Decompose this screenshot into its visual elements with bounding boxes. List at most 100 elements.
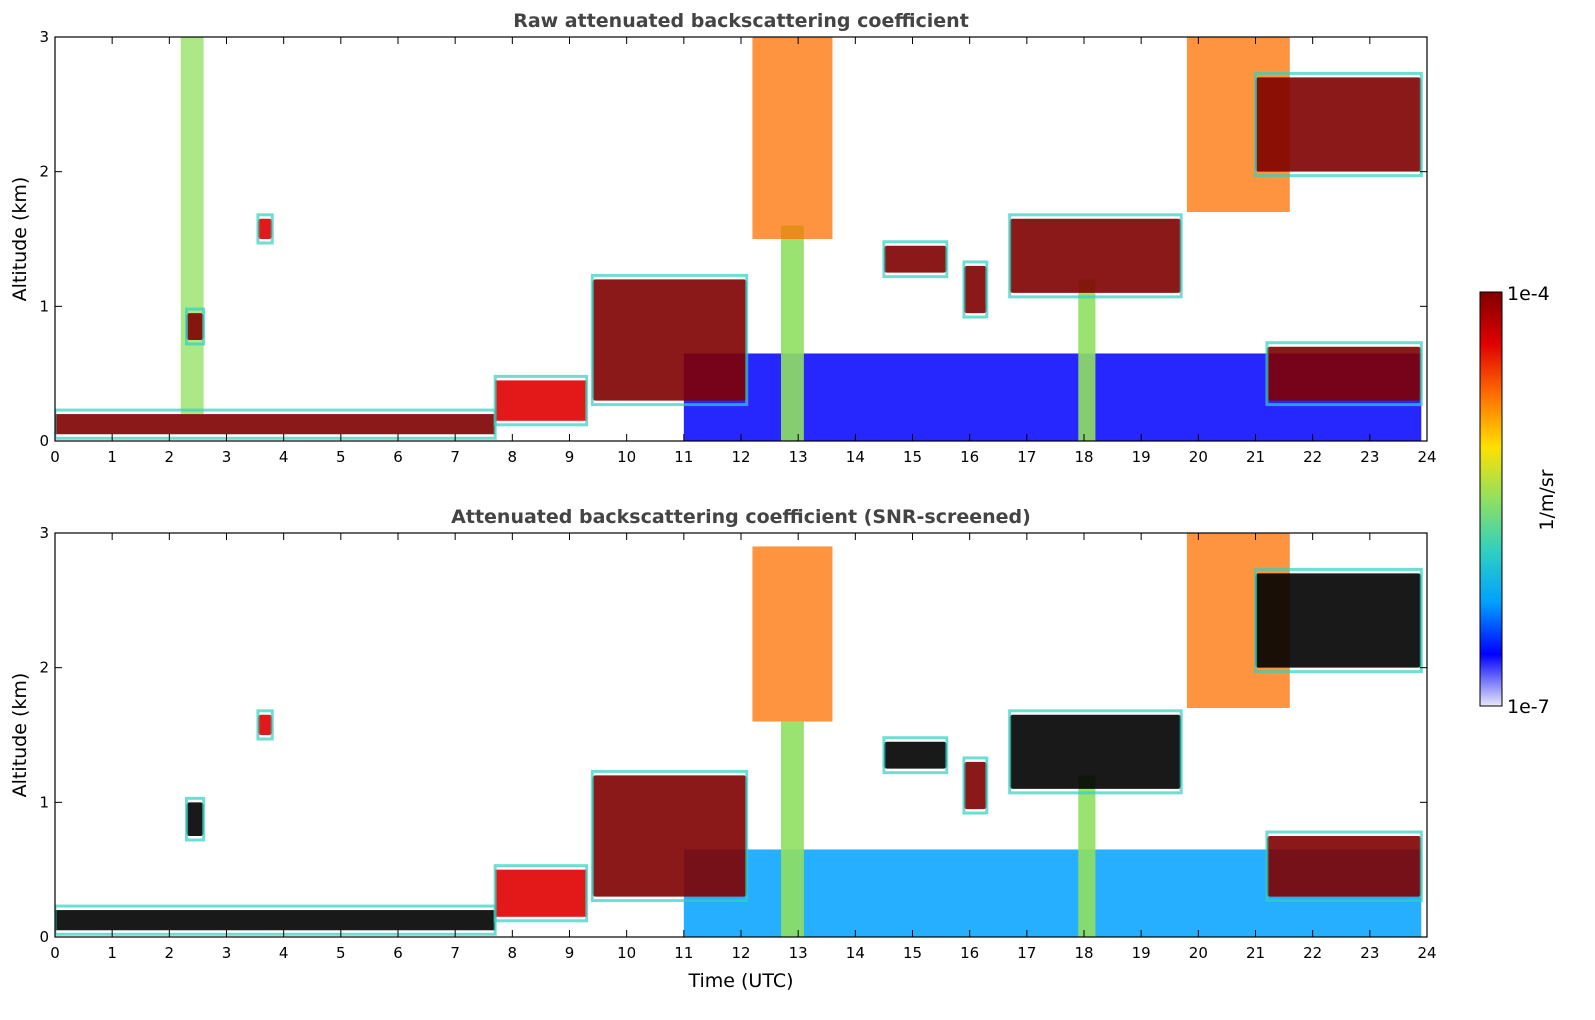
raw-xtick-label: 19 xyxy=(1132,448,1151,466)
raw-feature-cloud xyxy=(1255,77,1422,172)
raw-xtick-label: 23 xyxy=(1360,448,1379,466)
raw-xtick-label: 21 xyxy=(1246,448,1265,466)
screened-feature-cloud xyxy=(592,775,747,897)
screened-xtick-label: 3 xyxy=(222,944,232,962)
raw-feature-cloud xyxy=(592,279,747,401)
screened-xtick-label: 16 xyxy=(960,944,979,962)
raw-ytick-label: 3 xyxy=(39,28,49,46)
screened-feature-edge xyxy=(590,769,749,903)
screened-xtick-label: 18 xyxy=(1074,944,1093,962)
screened-feature-edge xyxy=(1008,709,1183,795)
raw-xtick-label: 3 xyxy=(222,448,232,466)
raw-xtick-label: 20 xyxy=(1189,448,1208,466)
screened-xtick-label: 8 xyxy=(508,944,518,962)
colorbar-min-label: 1e-7 xyxy=(1507,696,1550,718)
raw-xtick-label: 8 xyxy=(508,448,518,466)
raw-feature-boundary-layer xyxy=(495,380,587,421)
panel-screened-heatmap xyxy=(55,533,1423,937)
raw-feature-cloud xyxy=(1009,218,1182,293)
screened-xtick-label: 11 xyxy=(674,944,693,962)
screened-xtick-label: 0 xyxy=(50,944,60,962)
raw-feature-edge xyxy=(1008,213,1183,299)
screened-xtick-label: 14 xyxy=(846,944,865,962)
raw-xtick-label: 10 xyxy=(617,448,636,466)
raw-feature-boundary-layer xyxy=(55,414,496,435)
screened-xtick-label: 4 xyxy=(279,944,289,962)
colorbar-label: 1/m/sr xyxy=(1536,469,1558,530)
raw-xtick-label: 16 xyxy=(960,448,979,466)
colorbar-bar xyxy=(1479,291,1503,707)
raw-xtick-label: 0 xyxy=(50,448,60,466)
panel-raw-heatmap xyxy=(55,37,1423,441)
raw-xtick-label: 5 xyxy=(336,448,346,466)
screened-xtick-label: 22 xyxy=(1303,944,1322,962)
raw-feature-cloud xyxy=(1266,346,1422,401)
screened-feature-precipitation xyxy=(781,721,804,937)
raw-feature-plume xyxy=(180,37,204,415)
raw-feature-edge xyxy=(882,240,949,279)
panel-raw: Raw attenuated backscattering coefficien… xyxy=(9,10,1437,466)
screened-feature-edge xyxy=(493,864,589,923)
panel-screened-title: Attenuated backscattering coefficient (S… xyxy=(451,506,1031,528)
screened-feature-cloud xyxy=(883,741,947,769)
panel-screened-ylabel: Altitude (km) xyxy=(9,673,31,798)
screened-feature-edge xyxy=(882,736,949,775)
raw-ytick-label: 2 xyxy=(39,163,49,181)
screened-feature-cloud xyxy=(1009,714,1182,789)
screened-xtick-label: 17 xyxy=(1017,944,1036,962)
screened-xtick-label: 7 xyxy=(450,944,460,962)
raw-xtick-label: 7 xyxy=(450,448,460,466)
screened-ytick-label: 1 xyxy=(39,793,49,811)
screened-ytick-label: 0 xyxy=(39,928,49,946)
screened-xtick-label: 20 xyxy=(1189,944,1208,962)
screened-xtick-label: 2 xyxy=(165,944,175,962)
raw-feature-edge xyxy=(1265,341,1423,407)
screened-feature-cloud xyxy=(186,802,204,836)
raw-xtick-label: 17 xyxy=(1017,448,1036,466)
raw-xtick-label: 24 xyxy=(1417,448,1436,466)
colorbar: 1e-4 1e-7 1/m/sr xyxy=(1479,283,1558,718)
screened-feature-edge xyxy=(1254,567,1423,674)
raw-feature-cloud xyxy=(186,313,204,340)
screened-xtick-label: 15 xyxy=(903,944,922,962)
raw-feature-precipitation xyxy=(781,225,804,441)
screened-feature-precipitation xyxy=(1078,775,1096,937)
screened-feature-virga xyxy=(752,546,833,722)
colorbar-max-label: 1e-4 xyxy=(1507,283,1550,305)
panel-screened: Attenuated backscattering coefficient (S… xyxy=(9,506,1437,992)
screened-xtick-label: 13 xyxy=(789,944,808,962)
raw-feature-edge xyxy=(184,307,206,346)
screened-xtick-label: 1 xyxy=(107,944,117,962)
raw-xtick-label: 1 xyxy=(107,448,117,466)
screened-xtick-label: 6 xyxy=(393,944,403,962)
screened-xtick-label: 19 xyxy=(1132,944,1151,962)
screened-feature-cloud xyxy=(963,761,987,810)
raw-xtick-label: 11 xyxy=(674,448,693,466)
panel-screened-xlabel: Time (UTC) xyxy=(687,970,793,992)
screened-feature-cloud xyxy=(1266,836,1422,897)
raw-feature-edge xyxy=(256,213,274,245)
raw-ytick-label: 0 xyxy=(39,432,49,450)
screened-xtick-label: 12 xyxy=(731,944,750,962)
screened-ytick-label: 2 xyxy=(39,659,49,677)
screened-xtick-label: 10 xyxy=(617,944,636,962)
screened-ytick-label: 3 xyxy=(39,524,49,542)
raw-xtick-label: 9 xyxy=(565,448,575,466)
raw-feature-virga xyxy=(752,37,833,239)
screened-xtick-label: 9 xyxy=(565,944,575,962)
screened-feature-edge xyxy=(962,756,989,815)
raw-xtick-label: 2 xyxy=(165,448,175,466)
screened-feature-boundary-layer xyxy=(495,869,587,917)
raw-ytick-label: 1 xyxy=(39,297,49,315)
screened-xtick-label: 21 xyxy=(1246,944,1265,962)
raw-xtick-label: 15 xyxy=(903,448,922,466)
raw-feature-cloud xyxy=(883,245,947,273)
raw-feature-precipitation xyxy=(1078,279,1096,441)
raw-xtick-label: 18 xyxy=(1074,448,1093,466)
panel-raw-ylabel: Altitude (km) xyxy=(9,177,31,302)
raw-feature-edge xyxy=(1254,71,1423,178)
screened-xtick-label: 23 xyxy=(1360,944,1379,962)
raw-feature-edge xyxy=(493,374,589,427)
raw-feature-cloud xyxy=(257,218,273,239)
raw-xtick-label: 4 xyxy=(279,448,289,466)
